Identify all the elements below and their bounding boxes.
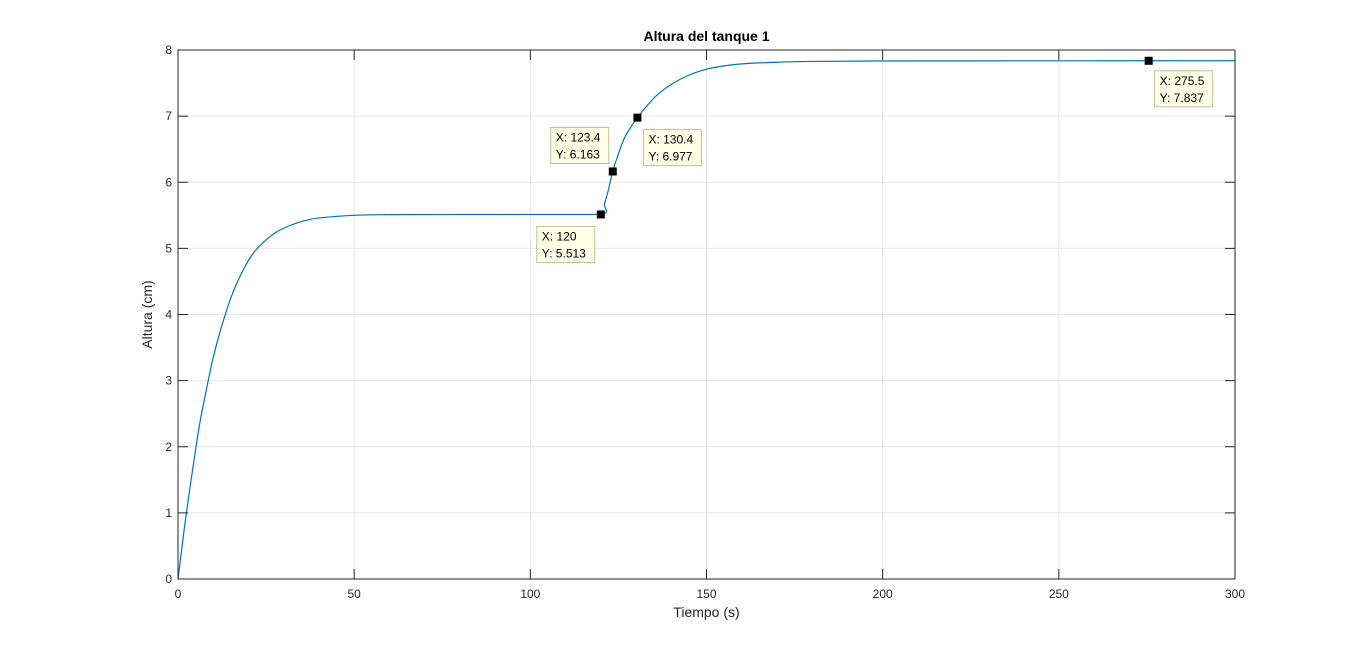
datatip-box bbox=[550, 126, 610, 164]
datatip-x-label: X: 275.5 bbox=[1160, 74, 1205, 88]
datatip-y-label: Y: 7.837 bbox=[1160, 91, 1204, 105]
y-tick-labels: 0 1 2 3 4 5 6 7 8 bbox=[165, 43, 172, 586]
x-tick-labels: 0 50 100 150 200 250 300 bbox=[175, 587, 1246, 601]
x-tick-label: 250 bbox=[1049, 587, 1069, 601]
y-tick-label: 4 bbox=[165, 308, 172, 322]
grid-lines bbox=[178, 50, 1235, 579]
datatip-box bbox=[642, 129, 702, 167]
y-tick-label: 5 bbox=[165, 241, 172, 255]
datatip-marker bbox=[1144, 56, 1153, 65]
series-line bbox=[177, 60, 1235, 580]
x-tick-label: 100 bbox=[520, 587, 540, 601]
datatip-y-label: Y: 5.513 bbox=[542, 246, 586, 260]
y-tick-label: 0 bbox=[165, 572, 172, 586]
datatip: X: 120 Y: 5.513 bbox=[536, 210, 605, 263]
x-tick-label: 150 bbox=[696, 587, 716, 601]
x-tick-label: 0 bbox=[175, 587, 182, 601]
x-tick-label: 50 bbox=[347, 587, 361, 601]
series-layer bbox=[177, 60, 1235, 580]
x-tick-label: 200 bbox=[873, 587, 893, 601]
y-tick-label: 1 bbox=[165, 506, 172, 520]
datatip-box bbox=[536, 225, 596, 263]
datatip-marker bbox=[633, 113, 642, 122]
y-tick-label: 8 bbox=[165, 43, 172, 57]
datatip-marker bbox=[608, 167, 617, 176]
datatip-y-label: Y: 6.977 bbox=[648, 150, 692, 164]
datatip: X: 275.5 Y: 7.837 bbox=[1144, 56, 1214, 108]
datatips-layer: X: 120 Y: 5.513 X: 123.4 Y: 6.163 X: 130.4 Y:… bbox=[536, 56, 1214, 263]
y-tick-label: 6 bbox=[165, 175, 172, 189]
datatip-y-label: Y: 6.163 bbox=[556, 147, 600, 161]
datatip-box bbox=[1154, 70, 1214, 108]
datatip: X: 130.4 Y: 6.977 bbox=[633, 113, 702, 167]
datatip-x-label: X: 130.4 bbox=[648, 133, 693, 147]
x-tick-label: 300 bbox=[1225, 587, 1245, 601]
plot-area[interactable]: X: 120 Y: 5.513 X: 123.4 Y: 6.163 X: 130.4 Y:… bbox=[177, 49, 1236, 580]
y-tick-label: 7 bbox=[165, 109, 172, 123]
x-axis-label: Tiempo (s) bbox=[673, 604, 739, 620]
y-axis-label: Altura (cm) bbox=[139, 280, 155, 348]
y-tick-label: 3 bbox=[165, 374, 172, 388]
datatip: X: 123.4 Y: 6.163 bbox=[550, 126, 617, 176]
chart-title: Altura del tanque 1 bbox=[643, 28, 769, 44]
tick-marks bbox=[177, 49, 1236, 580]
datatip-x-label: X: 120 bbox=[542, 229, 577, 243]
datatip-x-label: X: 123.4 bbox=[556, 130, 601, 144]
datatip-marker bbox=[596, 210, 605, 219]
y-tick-label: 2 bbox=[165, 440, 172, 454]
